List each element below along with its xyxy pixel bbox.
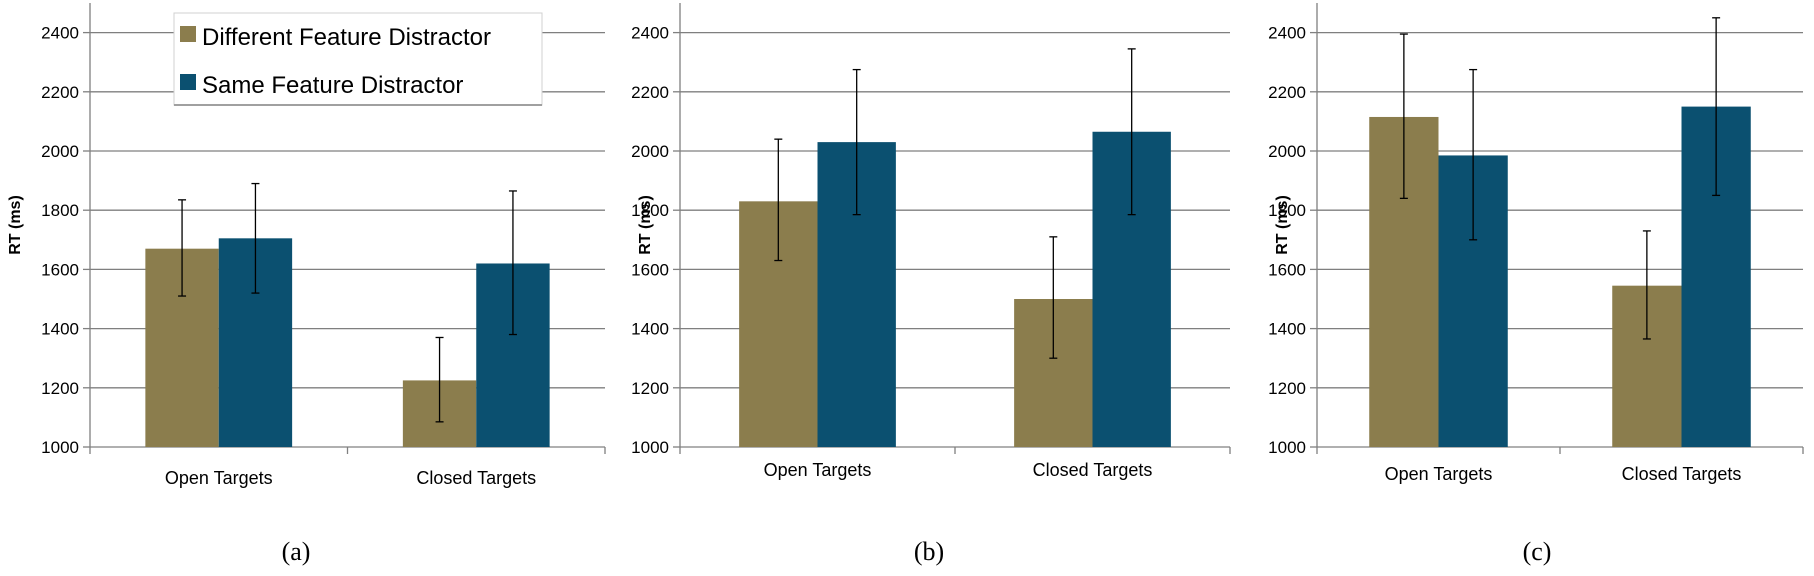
- legend-box: [173, 12, 543, 106]
- y-tick-label: 1000: [1268, 438, 1306, 457]
- y-tick-label: 1400: [41, 320, 79, 339]
- y-tick-label: 1200: [1268, 379, 1306, 398]
- panel-label: (b): [914, 537, 944, 566]
- x-category-label: Closed Targets: [1033, 460, 1153, 480]
- y-tick-label: 2000: [41, 142, 79, 161]
- y-tick-label: 1200: [41, 379, 79, 398]
- y-tick-label: 2400: [41, 24, 79, 43]
- chart-panel-2: 1000 1200 1400 1600 1800 2000 2200 2400 RT (ms) O…: [631, 3, 1231, 566]
- panel-label: (a): [282, 537, 311, 566]
- y-tick-label: 1800: [631, 201, 669, 220]
- x-category-label: Open Targets: [764, 460, 872, 480]
- y-tick-label: 2200: [631, 83, 669, 102]
- y-tick-label: 1000: [41, 438, 79, 457]
- y-tick-label: 2000: [631, 142, 669, 161]
- chart-panel-3: 1000 1200 1400 1600 1800 2000 2200 2400 RT (ms) O…: [1268, 3, 1804, 566]
- y-tick-label: 1200: [631, 379, 669, 398]
- y-tick-label: 1600: [631, 260, 669, 279]
- y-tick-label: 1000: [631, 438, 669, 457]
- x-category-label: Closed Targets: [416, 468, 536, 488]
- x-category-label: Closed Targets: [1622, 464, 1742, 484]
- y-tick-label: 2400: [1268, 24, 1306, 43]
- y-axis-label: RT (ms): [637, 195, 654, 255]
- y-tick-label: 2200: [1268, 83, 1306, 102]
- y-tick-label: 1600: [41, 260, 79, 279]
- x-category-label: Open Targets: [1385, 464, 1493, 484]
- y-tick-label: 2000: [1268, 142, 1306, 161]
- legend-swatch-same: [180, 74, 196, 90]
- legend-label-same: Same Feature Distractor: [202, 72, 463, 99]
- y-tick-label: 1400: [1268, 320, 1306, 339]
- y-tick-label: 1800: [1268, 201, 1306, 220]
- legend: Different Feature Distractor Same Feature…: [173, 12, 543, 106]
- y-tick-label: 1400: [631, 320, 669, 339]
- y-tick-label: 1600: [1268, 260, 1306, 279]
- legend-label-different: Different Feature Distractor: [202, 24, 491, 51]
- y-axis-label: RT (ms): [1274, 195, 1291, 255]
- x-category-label: Open Targets: [165, 468, 273, 488]
- panel-label: (c): [1523, 537, 1552, 566]
- y-tick-label: 2400: [631, 24, 669, 43]
- legend-swatch-different: [180, 26, 196, 42]
- y-axis-label: RT (ms): [7, 195, 24, 255]
- y-tick-label: 1800: [41, 201, 79, 220]
- chart-panel-1: 1000 1200 1400 1600 1800 2000 2200 2400 RT (ms) O…: [7, 3, 606, 566]
- y-tick-label: 2200: [41, 83, 79, 102]
